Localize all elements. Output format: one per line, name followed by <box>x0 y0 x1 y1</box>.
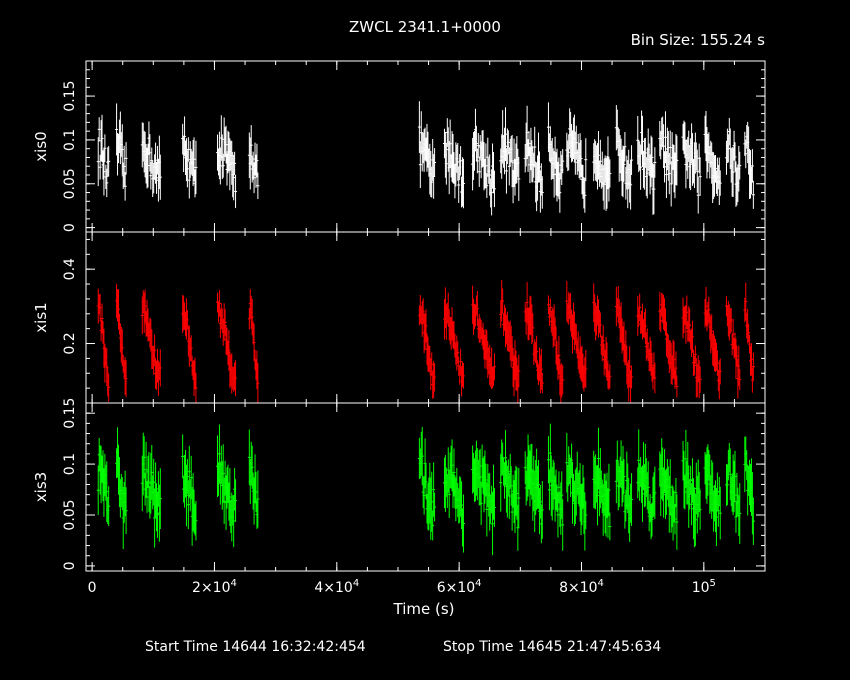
y-tick-label: 0.4 <box>62 258 78 280</box>
y-tick-label: 0.2 <box>62 332 78 354</box>
y-tick-label: 0.05 <box>62 499 78 530</box>
y-axis-label-xis1: xis1 <box>32 302 50 332</box>
x-tick-label: 105 <box>692 578 716 596</box>
chart-title: ZWCL 2341.1+0000 <box>349 18 501 36</box>
series-xis1 <box>96 279 755 403</box>
x-axis: 0 2×104 4×104 6×104 8×104 105 <box>88 578 716 596</box>
stop-time-label: Stop Time 14645 21:47:45:634 <box>443 639 661 655</box>
y-tick-label: 0.15 <box>62 80 78 111</box>
series-xis0 <box>96 101 755 216</box>
panel-xis1: 0.2 0.4 xis1 <box>32 231 766 404</box>
panel-xis0: 0 0.05 0.1 0.15 xis0 <box>32 60 766 233</box>
y-tick-label: 0 <box>62 223 78 232</box>
series-xis3 <box>96 423 755 556</box>
panels: 0 0.05 0.1 0.15 xis0 0.2 0.4 xis1 0 0.05 0.1 0.15 xi… <box>32 60 766 572</box>
y-tick-label: 0.15 <box>62 398 78 429</box>
y-tick-label: 0.1 <box>62 453 78 475</box>
y-axis-label-xis3: xis3 <box>32 472 50 502</box>
x-tick-label: 8×104 <box>559 578 604 596</box>
x-tick-label: 6×104 <box>437 578 482 596</box>
y-tick-label: 0 <box>62 561 78 570</box>
x-tick-label: 2×104 <box>192 578 237 596</box>
y-tick-label: 0.05 <box>62 168 78 199</box>
x-tick-label: 4×104 <box>314 578 359 596</box>
x-axis-label: Time (s) <box>393 600 455 618</box>
y-tick-label: 0.1 <box>62 129 78 151</box>
x-tick-label: 0 <box>88 580 97 596</box>
panel-frame <box>85 402 766 572</box>
bin-size-label: Bin Size: 155.24 s <box>631 31 766 49</box>
y-axis-label-xis0: xis0 <box>32 131 50 161</box>
start-time-label: Start Time 14644 16:32:42:454 <box>145 639 366 655</box>
panel-xis3: 0 0.05 0.1 0.15 xis3 <box>32 398 766 572</box>
